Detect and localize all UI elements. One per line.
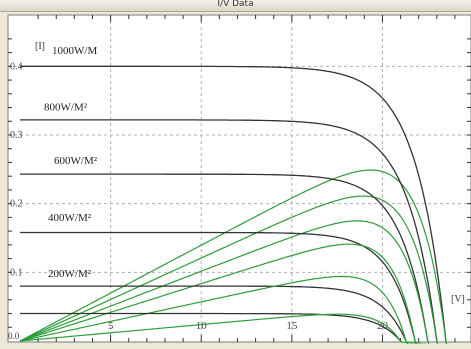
pv-curve-0 — [19, 169, 466, 349]
x-tick-label: 10 — [196, 320, 208, 332]
x-tick-label: 15 — [286, 320, 298, 332]
x-tick-label: 5 — [108, 320, 114, 332]
iv-chart: 5 10 15 200.10.20.30.40.0[I][V]1000W/M800W/… — [0, 12, 471, 349]
y-tick-label: 0.3 — [10, 130, 23, 141]
irradiance-annotation-0: 1000W/M — [52, 45, 97, 57]
iv-curve-1 — [20, 119, 438, 342]
iv-curve-5 — [20, 312, 402, 342]
pv-curve-3 — [19, 243, 435, 347]
chart-area: 5 10 15 20 0.1 0.2 0.3 0.4 0.0 [I] [V] 1000W/M 800W/… — [0, 12, 471, 349]
y-tick-label: 0.2 — [10, 199, 23, 210]
iv-curve-0 — [20, 65, 447, 342]
y-tick-label: 0.4 — [10, 61, 23, 72]
pv-curve-4 — [19, 275, 426, 345]
x-axis-label: [V] — [451, 294, 465, 305]
origin-tick-label: 0.0 — [8, 331, 20, 341]
iv-curve-2 — [20, 173, 429, 342]
irradiance-annotation-4: 200W/M² — [48, 268, 92, 280]
pv-curve-5 — [19, 313, 421, 343]
y-axis-label: [I] — [35, 41, 45, 52]
window-title: I/V Data — [217, 0, 254, 9]
irradiance-annotation-3: 400W/M² — [48, 212, 92, 224]
plot-background — [7, 14, 471, 343]
irradiance-annotation-1: 800W/M² — [44, 101, 88, 113]
window-titlebar[interactable]: I/V Data — [0, 0, 471, 12]
irradiance-annotation-2: 600W/M² — [54, 155, 98, 167]
y-tick-label: 0.1 — [10, 267, 23, 278]
pv-curve-1 — [19, 195, 457, 349]
iv-curve-3 — [20, 231, 416, 342]
iv-curve-4 — [20, 285, 407, 342]
